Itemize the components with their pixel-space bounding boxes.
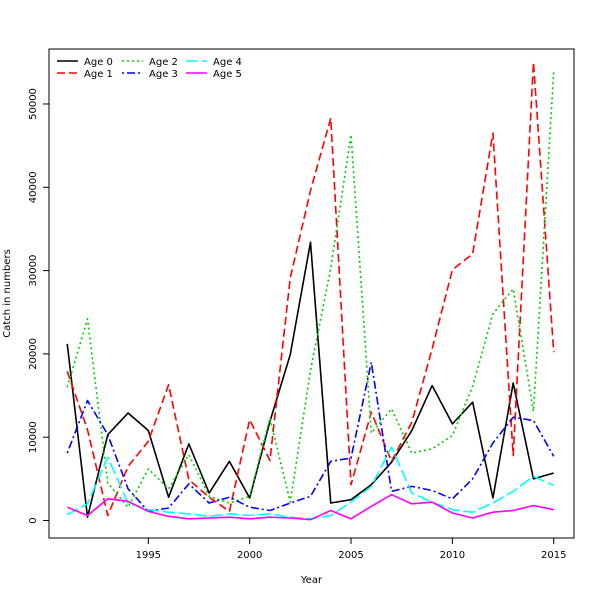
x-tick-label: 2015 xyxy=(541,550,566,561)
legend-label-age-3: Age 3 xyxy=(149,69,178,80)
series-line-age-1 xyxy=(66,61,555,517)
series-line-age-2 xyxy=(66,71,555,508)
y-tick-label: 10000 xyxy=(28,421,39,453)
x-axis-label: Year xyxy=(300,575,323,586)
legend-label-age-0: Age 0 xyxy=(84,57,113,68)
y-tick-label: 40000 xyxy=(28,171,39,203)
series-line-age-0 xyxy=(66,241,554,518)
y-tick-label: 30000 xyxy=(28,255,39,287)
y-axis-label: Catch in numbers xyxy=(2,249,13,338)
x-tick-label: 1995 xyxy=(136,550,161,561)
plot-frame xyxy=(48,48,575,539)
x-axis: 1995 2000 2005 2010 2015 xyxy=(136,538,566,561)
y-tick-label: 20000 xyxy=(28,338,39,370)
series-lines xyxy=(66,61,555,521)
series-line-age-5 xyxy=(66,493,554,521)
y-tick-label: 0 xyxy=(28,517,39,523)
x-tick-label: 2010 xyxy=(440,550,465,561)
legend-label-age-4: Age 4 xyxy=(213,57,242,68)
y-axis: 0 10000 20000 30000 40000 50000 xyxy=(28,88,49,524)
x-tick-label: 2000 xyxy=(237,550,262,561)
legend-label-age-5: Age 5 xyxy=(213,69,242,80)
legend-label-age-2: Age 2 xyxy=(149,57,178,68)
y-tick-label: 50000 xyxy=(28,88,39,120)
legend-label-age-1: Age 1 xyxy=(84,69,113,80)
x-tick-label: 2005 xyxy=(338,550,363,561)
